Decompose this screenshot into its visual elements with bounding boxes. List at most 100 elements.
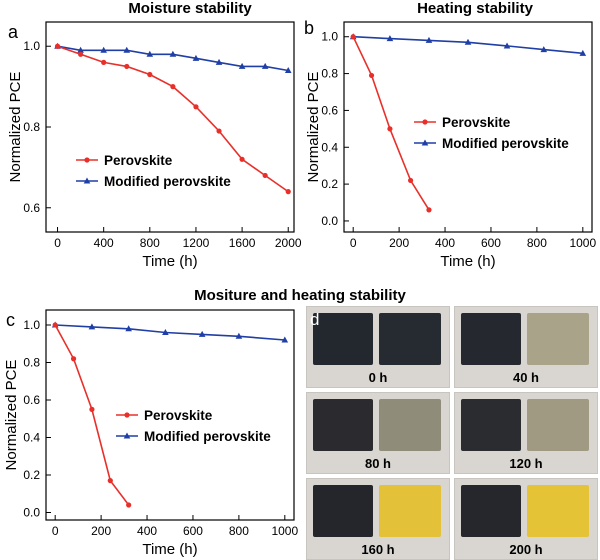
- modified-film: [379, 399, 441, 451]
- data-point: [579, 49, 587, 56]
- x-tick-label: 1600: [229, 236, 256, 250]
- chart-a: a 0 400 800 1200 1600 2000 0.6 0.8 1.0 Time (h) Nor…: [7, 21, 302, 270]
- y-tick-label: 0.6: [23, 201, 40, 215]
- data-point: [386, 35, 394, 42]
- legend: Perovskite Modified perovskite: [76, 153, 231, 189]
- data-point: [235, 332, 243, 339]
- data-point: [162, 329, 169, 335]
- modified-film: [527, 313, 589, 365]
- x-tick-label: 1000: [271, 524, 298, 538]
- panel-c-title: Mositure and heating stability: [194, 287, 406, 304]
- photo-sample-40h: 40 h: [454, 306, 598, 388]
- photo-time-label: 200 h: [509, 542, 543, 557]
- data-point: [193, 104, 199, 110]
- x-tick-label: 800: [229, 524, 249, 538]
- data-point: [77, 46, 84, 53]
- panel-letter: b: [304, 18, 314, 38]
- panel-d-letter: d: [310, 310, 320, 329]
- data-point: [52, 322, 58, 328]
- x-axis-label: Time (h): [142, 253, 197, 270]
- photo-time-label: 160 h: [361, 542, 395, 557]
- data-point: [123, 46, 131, 53]
- x-tick-label: 0: [52, 524, 59, 538]
- photo-time-label: 0 h: [368, 370, 388, 385]
- data-point: [407, 177, 414, 184]
- data-point: [146, 50, 154, 57]
- data-point: [368, 72, 375, 79]
- x-tick-label: 2000: [275, 236, 302, 250]
- data-point: [284, 66, 292, 73]
- legend: Perovskite Modified perovskite: [116, 408, 271, 444]
- legend-label: Perovskite: [104, 153, 173, 168]
- modified-film: [527, 399, 589, 451]
- control-film: [461, 485, 521, 537]
- data-point: [88, 323, 96, 330]
- x-tick-label: 0: [350, 236, 357, 250]
- legend-label: Modified perovskite: [144, 429, 271, 444]
- x-tick-label: 0: [54, 236, 61, 250]
- panel-a-title: Moisture stability: [128, 0, 252, 17]
- legend-label: Modified perovskite: [104, 174, 231, 189]
- data-point: [147, 71, 153, 78]
- plot-frame: [343, 21, 593, 233]
- data-point: [285, 189, 291, 195]
- y-tick-label: 1.0: [321, 30, 338, 44]
- x-tick-label: 200: [91, 524, 111, 538]
- data-point: [387, 126, 393, 132]
- control-film: [313, 399, 373, 451]
- data-point: [107, 478, 113, 484]
- control-film: [461, 399, 521, 451]
- series-modified-perovskite: [54, 42, 292, 73]
- y-axis-label: Normalized PCE: [305, 72, 322, 183]
- y-tick-label: 0.6: [23, 393, 40, 407]
- legend-marker: [83, 177, 91, 184]
- data-point: [70, 356, 77, 362]
- y-tick-label: 0.8: [23, 356, 40, 370]
- data-point: [540, 46, 548, 53]
- series-perovskite: [350, 34, 432, 213]
- x-tick-label: 400: [137, 524, 157, 538]
- data-point: [238, 62, 246, 69]
- series-modified-perovskite: [349, 33, 587, 56]
- data-point: [350, 34, 356, 40]
- x-tick-label: 1200: [183, 236, 210, 250]
- chart-b: b 0 200 400 600 800 1000 0.0 0.2 0.4 0.6 0.8 1.0 Time…: [304, 18, 596, 270]
- data-point: [192, 54, 200, 61]
- data-point: [239, 156, 245, 162]
- plot-frame: [45, 309, 295, 521]
- y-tick-label: 0.8: [23, 120, 40, 134]
- photo-sample-0h: 0 h: [306, 306, 450, 388]
- legend-marker: [422, 119, 428, 125]
- x-axis-label: Time (h): [142, 541, 197, 558]
- data-point: [126, 502, 132, 508]
- x-tick-label: 1000: [569, 236, 596, 250]
- data-point: [426, 207, 432, 213]
- legend-marker: [123, 432, 131, 439]
- data-point: [281, 336, 289, 343]
- data-point: [101, 59, 107, 65]
- data-point: [503, 42, 511, 49]
- y-tick-label: 0.2: [23, 468, 40, 482]
- x-tick-label: 600: [481, 236, 501, 250]
- photo-sample-160h: 160 h: [306, 478, 450, 560]
- data-point: [464, 38, 472, 45]
- panel-letter: a: [8, 22, 19, 42]
- modified-film: [379, 485, 441, 537]
- legend-label: Modified perovskite: [442, 136, 569, 151]
- y-tick-label: 0.4: [23, 431, 40, 445]
- series-perovskite: [54, 43, 291, 195]
- data-point: [215, 58, 223, 65]
- series-line: [55, 324, 285, 341]
- data-point: [100, 46, 107, 53]
- y-axis-label: Normalized PCE: [3, 360, 20, 471]
- series-line: [352, 36, 430, 211]
- x-tick-label: 600: [183, 524, 203, 538]
- x-tick-label: 400: [94, 236, 114, 250]
- panel-letter: c: [6, 310, 15, 330]
- legend: Perovskite Modified perovskite: [414, 115, 569, 151]
- photo-time-label: 40 h: [512, 370, 539, 385]
- y-axis-label: Normalized PCE: [7, 72, 24, 183]
- modified-film: [527, 485, 589, 537]
- y-tick-label: 0.0: [23, 506, 40, 520]
- y-tick-label: 0.2: [321, 177, 338, 191]
